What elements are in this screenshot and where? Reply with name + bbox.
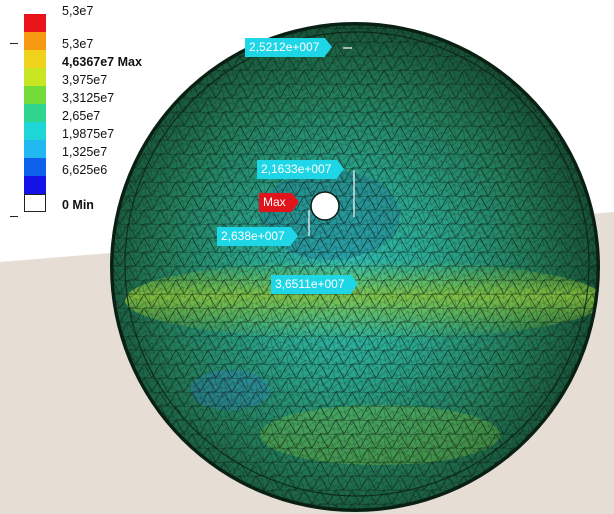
legend-label-min: 0 Min [62, 198, 94, 212]
legend-swatch-8 [24, 158, 46, 176]
max-marker[interactable]: Max [259, 193, 299, 212]
legend-swatch-4 [24, 86, 46, 104]
legend-label-7: 1,325e7 [62, 145, 108, 159]
legend-label-4: 3,3125e7 [62, 91, 115, 105]
probe-label-lower[interactable]: 3,6511e+007 [271, 275, 357, 294]
legend-swatch-0 [24, 14, 46, 32]
legend-label-6: 1,9875e7 [62, 127, 115, 141]
legend-label-5: 2,65e7 [62, 109, 101, 123]
legend-tick-bottom [10, 216, 18, 217]
center-hole [310, 191, 340, 221]
legend-label-1: 5,3e7 [62, 37, 94, 51]
legend-label-max: 4,6367e7 Max [62, 55, 142, 69]
result-legend: 5,3e7 5,3e7 4,6367e7 Max 3,975e7 3,3125e… [10, 2, 180, 242]
legend-label-8: 6,625e6 [62, 163, 108, 177]
probe-label-center[interactable]: 2,1633e+007 [257, 160, 345, 179]
sphere-model [110, 22, 600, 512]
legend-label-3: 3,975e7 [62, 73, 108, 87]
legend-swatch-9 [24, 176, 46, 194]
legend-swatch-3 [24, 68, 46, 86]
legend-swatch-10 [24, 194, 46, 212]
legend-label-0: 5,3e7 [62, 4, 94, 18]
probe-label-left[interactable]: 2,638e+007 [217, 227, 298, 246]
legend-swatch-5 [24, 104, 46, 122]
probe-label-top[interactable]: 2,5212e+007 [245, 38, 333, 57]
legend-swatch-7 [24, 140, 46, 158]
legend-swatch-1 [24, 32, 46, 50]
legend-swatch-2 [24, 50, 46, 68]
legend-tick-top [10, 43, 18, 44]
legend-swatch-6 [24, 122, 46, 140]
